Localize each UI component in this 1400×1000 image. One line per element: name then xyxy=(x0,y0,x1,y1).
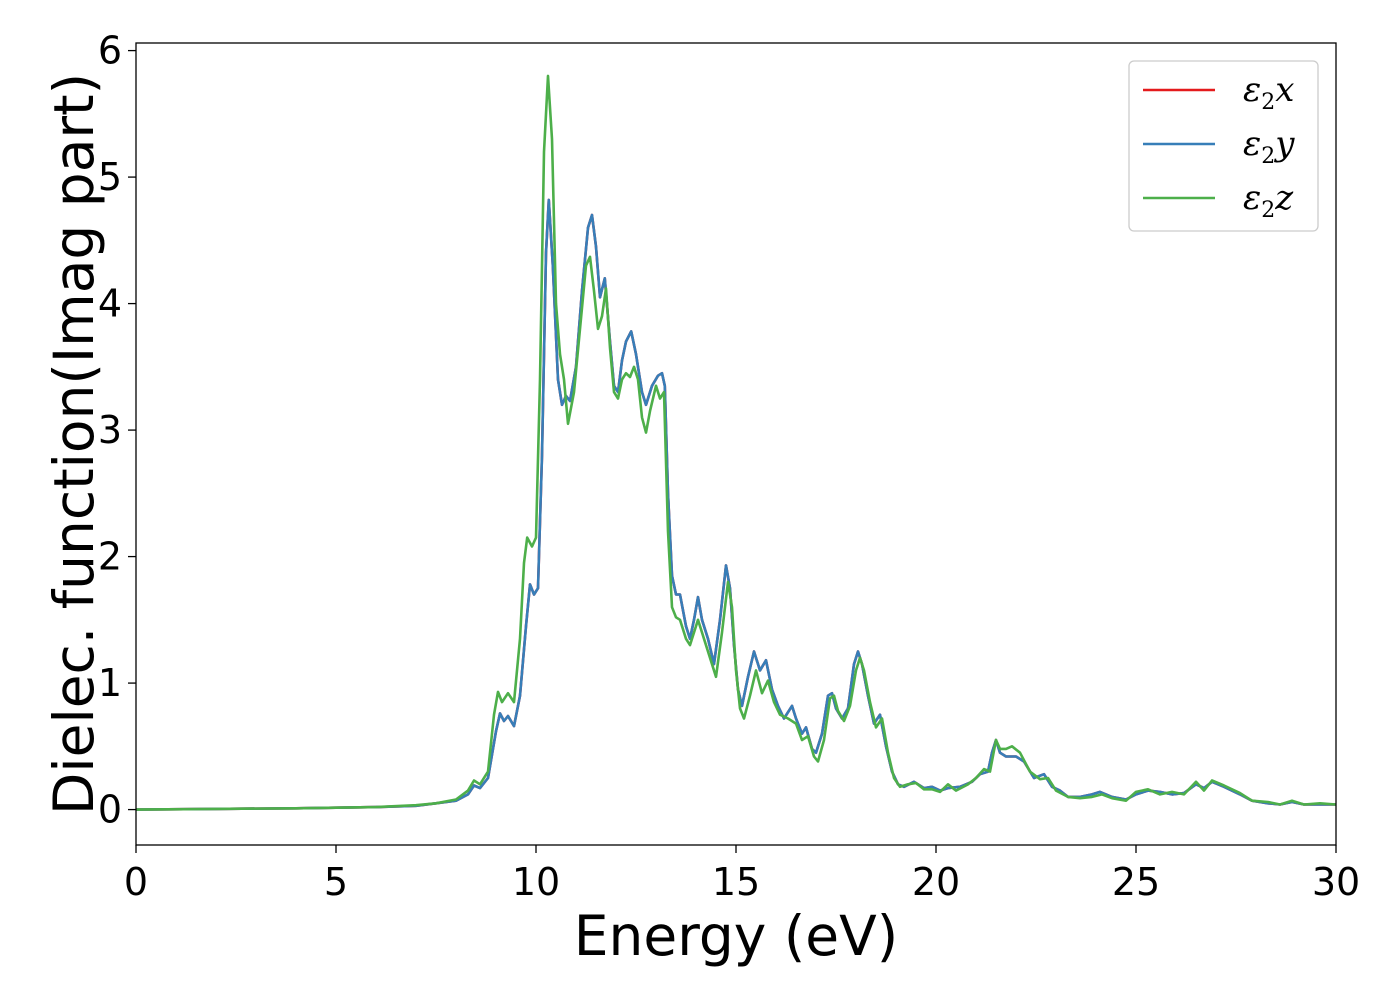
y-axis: 0 1 2 3 4 5 6 xyxy=(98,29,136,832)
legend-label: ε2y xyxy=(1243,124,1295,169)
y-tick-label: 1 xyxy=(98,661,122,705)
legend-label: ε2z xyxy=(1243,178,1294,223)
y-tick-label: 6 xyxy=(98,29,122,73)
x-tick-label: 15 xyxy=(712,860,760,904)
x-tick-label: 30 xyxy=(1312,860,1360,904)
y-tick-label: 4 xyxy=(98,282,122,326)
x-tick-label: 25 xyxy=(1112,860,1160,904)
series-layer xyxy=(136,74,1336,811)
y-tick-label: 0 xyxy=(98,788,122,832)
x-tick-label: 0 xyxy=(124,860,148,904)
x-tick-label: 20 xyxy=(912,860,960,904)
series-line-2 xyxy=(136,198,1336,811)
series-line-3 xyxy=(136,74,1336,811)
x-axis-label: Energy (eV) xyxy=(574,904,898,968)
legend-box xyxy=(1128,60,1319,232)
y-axis-label: Dielec. function(Imag part) xyxy=(42,73,106,815)
x-axis: 0 5 10 15 20 25 30 xyxy=(124,845,1360,904)
y-tick-label: 3 xyxy=(98,408,122,452)
y-tick-label: 5 xyxy=(98,155,122,199)
y-tick-label: 2 xyxy=(98,535,122,579)
legend: ε2x ε2y ε2z xyxy=(1128,60,1319,232)
x-tick-label: 5 xyxy=(324,860,348,904)
legend-label: ε2x xyxy=(1243,70,1294,115)
x-tick-label: 10 xyxy=(512,860,560,904)
